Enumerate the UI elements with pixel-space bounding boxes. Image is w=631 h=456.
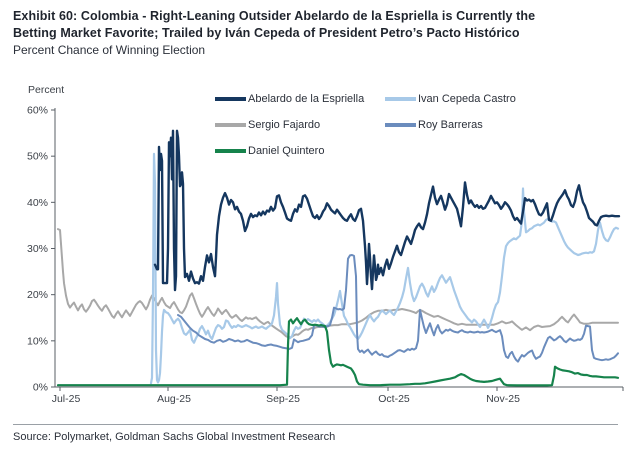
y-tick-label: 10% xyxy=(27,335,48,347)
legend-label-fajardo: Sergio Fajardo xyxy=(248,119,321,131)
x-tick-label: Aug-25 xyxy=(157,393,191,405)
x-tick-label: Nov-25 xyxy=(486,393,520,405)
legend-label-cepeda: Ivan Cepeda Castro xyxy=(418,93,516,105)
exhibit-title-line2: Betting Market Favorite; Trailed by Iván… xyxy=(13,26,520,40)
y-tick-label: 50% xyxy=(27,151,48,163)
barreras-line-swatch xyxy=(385,123,416,127)
y-tick-label: 30% xyxy=(27,243,48,255)
series-ivan-cepeda-castro xyxy=(149,152,620,385)
exhibit-subtitle: Percent Chance of Winning Election xyxy=(13,43,206,57)
y-tick-label: 60% xyxy=(27,105,48,117)
source-note: Source: Polymarket, Goldman Sachs Global… xyxy=(13,431,336,443)
legend-label-abelardo: Abelardo de la Espriella xyxy=(248,93,365,105)
legend-item-fajardo: Sergio Fajardo xyxy=(215,119,385,131)
series-sergio-fajardo xyxy=(57,228,619,340)
quintero-line-swatch xyxy=(215,149,246,153)
exhibit-title-line1: Exhibit 60: Colombia - Right-Leaning Out… xyxy=(13,9,536,23)
x-tick-label: Jul-25 xyxy=(52,393,81,405)
abelardo-line-swatch xyxy=(215,97,246,101)
series-daniel-quintero xyxy=(56,317,620,387)
series-roy-barreras xyxy=(177,254,619,363)
legend-label-barreras: Roy Barreras xyxy=(418,119,483,131)
legend-item-abelardo: Abelardo de la Espriella xyxy=(215,93,385,105)
legend-item-barreras: Roy Barreras xyxy=(385,119,555,131)
fajardo-line-swatch xyxy=(215,123,246,127)
footer-divider xyxy=(13,424,618,425)
y-tick-label: 20% xyxy=(27,289,48,301)
chart-legend: Abelardo de la Espriella Ivan Cepeda Cas… xyxy=(215,93,575,171)
y-axis-title: Percent xyxy=(28,84,65,96)
legend-label-quintero: Daniel Quintero xyxy=(248,145,325,157)
series-abelardo-de-la-espriella xyxy=(153,129,621,292)
legend-item-cepeda: Ivan Cepeda Castro xyxy=(385,93,555,105)
cepeda-line-swatch xyxy=(385,97,416,101)
x-tick-label: Sep-25 xyxy=(266,393,300,405)
exhibit-title: Exhibit 60: Colombia - Right-Leaning Out… xyxy=(13,8,618,42)
y-tick-label: 0% xyxy=(33,382,48,394)
legend-item-quintero: Daniel Quintero xyxy=(215,145,385,157)
x-tick-label: Oct-25 xyxy=(378,393,410,405)
y-tick-label: 40% xyxy=(27,197,48,209)
